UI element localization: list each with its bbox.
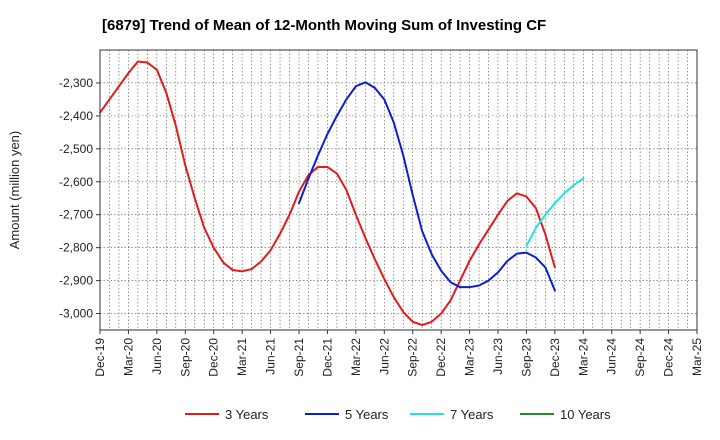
legend-label: 7 Years <box>450 407 494 422</box>
x-tick-label: Jun-20 <box>150 338 164 375</box>
series-line-3-years <box>99 60 556 327</box>
x-tick-label: Sep-20 <box>178 338 192 377</box>
y-axis-label: Amount (million yen) <box>7 131 22 250</box>
y-tick-label: -2,400 <box>59 109 93 123</box>
x-tick-label: Mar-20 <box>121 338 135 376</box>
series-layer <box>99 60 585 327</box>
x-tick-label: Jun-24 <box>605 338 619 375</box>
x-tick-label: Dec-21 <box>320 338 334 377</box>
x-tick-label: Mar-24 <box>576 338 590 376</box>
x-tick-label: Sep-23 <box>519 338 533 377</box>
x-tick-label: Mar-21 <box>235 338 249 376</box>
grid-layer <box>100 50 697 330</box>
series-line-5-years <box>298 81 556 292</box>
x-tick-label: Mar-22 <box>349 338 363 376</box>
x-tick-label: Mar-25 <box>690 338 704 376</box>
x-tick-label: Dec-23 <box>548 338 562 377</box>
y-tick-label: -2,300 <box>59 76 93 90</box>
x-tick-label: Mar-23 <box>463 338 477 376</box>
x-tick-label: Dec-20 <box>207 338 221 377</box>
y-axis-ticks: -2,300 -2,400 -2,500 -2,600 -2,700 -2,800 -2,9… <box>59 76 100 321</box>
y-tick-label: -2,500 <box>59 142 93 156</box>
x-tick-label: Jun-23 <box>491 338 505 375</box>
legend-label: 3 Years <box>225 407 269 422</box>
x-tick-label: Dec-22 <box>434 338 448 377</box>
x-tick-label: Sep-21 <box>292 338 306 377</box>
y-tick-label: -3,000 <box>59 307 93 321</box>
legend: 3 Years 5 Years 7 Years 10 Years <box>185 407 611 422</box>
x-tick-label: Dec-19 <box>93 338 107 377</box>
x-tick-label: Sep-24 <box>633 338 647 377</box>
chart-title: [6879] Trend of Mean of 12-Month Moving … <box>102 17 546 34</box>
y-tick-label: -2,700 <box>59 208 93 222</box>
x-tick-label: Dec-24 <box>662 338 676 377</box>
y-tick-label: -2,600 <box>59 175 93 189</box>
legend-label: 5 Years <box>345 407 389 422</box>
x-tick-label: Jun-22 <box>377 338 391 375</box>
x-axis-ticks: Dec-19 Mar-20 Jun-20 Sep-20 Dec-20 Mar-21 Jun-… <box>93 330 704 377</box>
x-tick-label: Jun-21 <box>264 338 278 375</box>
x-tick-label: Sep-22 <box>406 338 420 377</box>
y-tick-label: -2,900 <box>59 274 93 288</box>
plot-frame <box>99 49 698 331</box>
series-line-7-years <box>525 177 585 247</box>
y-tick-label: -2,800 <box>59 241 93 255</box>
legend-label: 10 Years <box>560 407 611 422</box>
